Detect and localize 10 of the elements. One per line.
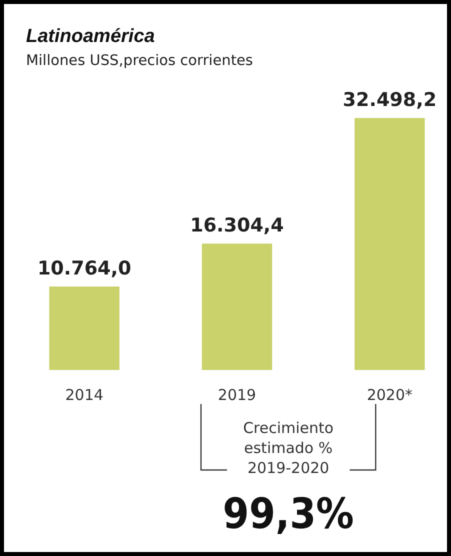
x-tick-label: 2014: [65, 386, 104, 404]
chart-title: Latinoamérica: [26, 26, 156, 47]
text: Crecimiento estimado % 2019-2020: [243, 419, 334, 477]
chart-subtitle: Millones USS,precios corrientes: [26, 53, 253, 69]
x-tick-label: 2019: [218, 386, 256, 404]
x-tick-label: 2020*: [366, 386, 413, 404]
data-label: 16.304,4: [190, 214, 284, 237]
data-label: 32.498,2: [342, 89, 437, 111]
data-label: 10.764,0: [37, 258, 132, 280]
text: 99,3%: [222, 489, 354, 538]
